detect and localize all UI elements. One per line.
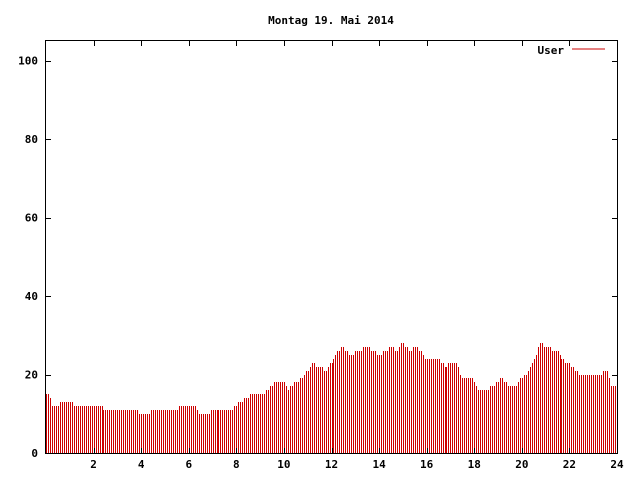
x-tick-label: 18 xyxy=(468,458,481,471)
y-tick-label: 80 xyxy=(25,133,38,146)
x-tick-label: 4 xyxy=(138,458,145,471)
y-axis-tick-labels: 0 20 40 60 80 100 xyxy=(18,55,38,460)
legend-label-user: User xyxy=(538,44,565,57)
x-tick-label: 14 xyxy=(372,458,386,471)
x-tick-label: 16 xyxy=(420,458,434,471)
y-tick-label: 40 xyxy=(25,290,38,303)
y-tick-label: 60 xyxy=(25,212,38,225)
y-tick-label: 0 xyxy=(31,447,38,460)
y-tick-label: 20 xyxy=(25,369,38,382)
x-tick-label: 24 xyxy=(610,458,624,471)
x-tick-label: 22 xyxy=(563,458,576,471)
x-tick-label: 6 xyxy=(185,458,192,471)
legend: User xyxy=(538,44,605,57)
plot-area-frame xyxy=(45,40,618,454)
x-tick-label: 20 xyxy=(515,458,528,471)
x-tick-label: 8 xyxy=(233,458,240,471)
x-tick-label: 12 xyxy=(325,458,338,471)
x-axis-tick-labels: 2 4 6 8 10 12 14 16 18 20 22 24 xyxy=(90,458,624,471)
series-user-bars xyxy=(46,343,616,453)
axis-ticks xyxy=(46,41,618,454)
y-tick-label: 100 xyxy=(18,55,38,68)
x-tick-label: 10 xyxy=(277,458,290,471)
chart-title: Montag 19. Mai 2014 xyxy=(268,14,394,27)
x-tick-label: 2 xyxy=(90,458,97,471)
